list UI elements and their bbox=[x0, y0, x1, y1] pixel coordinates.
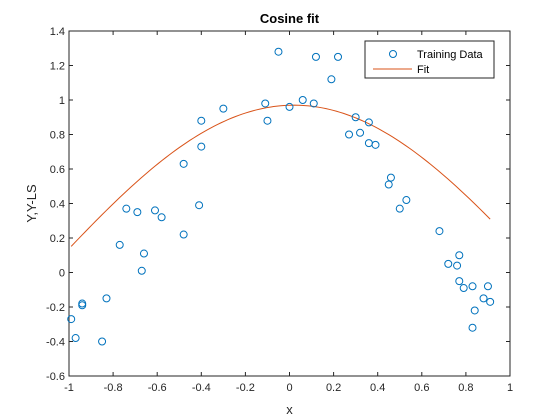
x-tick-label: -1 bbox=[64, 382, 74, 394]
training-data-point bbox=[78, 301, 87, 310]
training-data-point bbox=[150, 206, 159, 215]
training-data-point bbox=[486, 297, 495, 306]
y-tick-label: 1 bbox=[59, 95, 65, 107]
x-tick-label: 0.4 bbox=[370, 382, 385, 394]
training-data-point bbox=[351, 113, 360, 122]
training-data-point bbox=[455, 251, 464, 260]
y-tick-label: 0.4 bbox=[50, 199, 65, 211]
training-data-point bbox=[197, 142, 206, 151]
legend-label-fit: Fit bbox=[417, 64, 429, 76]
training-data-point bbox=[179, 230, 188, 239]
training-data-point bbox=[309, 99, 318, 108]
x-tick-label: -0.4 bbox=[192, 382, 211, 394]
x-tick-label: -0.6 bbox=[148, 382, 167, 394]
legend: Training Data Fit bbox=[364, 40, 495, 79]
fit-series bbox=[70, 104, 491, 247]
x-tick-label: 0 bbox=[286, 382, 292, 394]
training-data-point bbox=[67, 315, 76, 324]
training-data-point bbox=[179, 159, 188, 168]
axis-ticks: -1 -0.8 -0.6 -0.4 -0.2 0 0.2 0.4 0.6 0.8 1 -0.6 -0.4… bbox=[46, 26, 513, 394]
training-data-point bbox=[197, 116, 206, 125]
training-data-point bbox=[285, 102, 294, 111]
training-data-point bbox=[261, 99, 270, 108]
y-axis-label: Y,Y-LS bbox=[24, 184, 39, 223]
legend-label-training-data: Training Data bbox=[417, 49, 484, 61]
training-data-point bbox=[444, 259, 453, 268]
training-data-point bbox=[356, 128, 365, 137]
x-tick-label: -0.8 bbox=[104, 382, 123, 394]
training-data-point bbox=[384, 180, 393, 189]
training-data-point bbox=[345, 130, 354, 139]
training-data-point bbox=[195, 201, 204, 210]
training-data-point bbox=[102, 294, 111, 303]
x-tick-label: 0.8 bbox=[458, 382, 473, 394]
training-data-point bbox=[219, 104, 228, 113]
y-tick-label: -0.2 bbox=[46, 302, 65, 314]
training-data-point bbox=[386, 173, 395, 182]
training-data-point bbox=[311, 52, 320, 61]
training-data-point bbox=[157, 213, 166, 222]
training-data-point bbox=[139, 249, 148, 258]
y-tick-label: 1.4 bbox=[50, 26, 65, 38]
training-data-point bbox=[455, 277, 464, 286]
fit-line bbox=[70, 104, 491, 247]
training-data-point bbox=[327, 75, 336, 84]
training-data-point bbox=[468, 323, 477, 332]
training-data-point bbox=[435, 227, 444, 236]
chart-title: Cosine fit bbox=[260, 11, 320, 26]
training-data-point bbox=[402, 196, 411, 205]
plot-area: -1 -0.8 -0.6 -0.4 -0.2 0 0.2 0.4 0.6 0.8 1 -0.6 -0.4… bbox=[46, 26, 513, 394]
training-data-point bbox=[479, 294, 488, 303]
y-tick-label: -0.6 bbox=[46, 371, 65, 383]
training-data-point bbox=[298, 96, 307, 104]
x-tick-label: 0.2 bbox=[326, 382, 341, 394]
y-tick-label: -0.4 bbox=[46, 337, 65, 349]
training-data-point bbox=[395, 204, 404, 213]
legend-marker-training-data bbox=[389, 50, 397, 58]
training-data-point bbox=[98, 337, 107, 346]
training-data-point bbox=[263, 116, 272, 125]
y-tick-label: 0.2 bbox=[50, 233, 65, 245]
training-data-point bbox=[71, 334, 80, 343]
training-data-point bbox=[274, 47, 283, 56]
axes-box bbox=[68, 30, 511, 377]
legend-box bbox=[364, 40, 495, 79]
training-data-point bbox=[371, 140, 380, 149]
x-tick-label: 0.6 bbox=[414, 382, 429, 394]
training-data-point bbox=[133, 208, 142, 217]
training-data-point bbox=[364, 118, 373, 127]
training-data-series bbox=[67, 47, 495, 346]
training-data-point bbox=[453, 261, 462, 270]
x-axis-label: x bbox=[286, 402, 293, 417]
training-data-point bbox=[122, 204, 131, 213]
y-tick-label: 0.6 bbox=[50, 164, 65, 176]
training-data-point bbox=[334, 52, 343, 61]
training-data-point bbox=[470, 306, 479, 315]
x-tick-label: -0.2 bbox=[236, 382, 255, 394]
y-tick-label: 1.2 bbox=[50, 61, 65, 73]
training-data-point bbox=[115, 240, 124, 249]
y-tick-label: 0 bbox=[59, 268, 65, 280]
training-data-point bbox=[137, 266, 146, 275]
training-data-point bbox=[468, 282, 477, 291]
x-tick-label: 1 bbox=[507, 382, 513, 394]
training-data-point bbox=[483, 282, 492, 291]
training-data-point bbox=[459, 284, 468, 293]
y-tick-label: 0.8 bbox=[50, 130, 65, 142]
